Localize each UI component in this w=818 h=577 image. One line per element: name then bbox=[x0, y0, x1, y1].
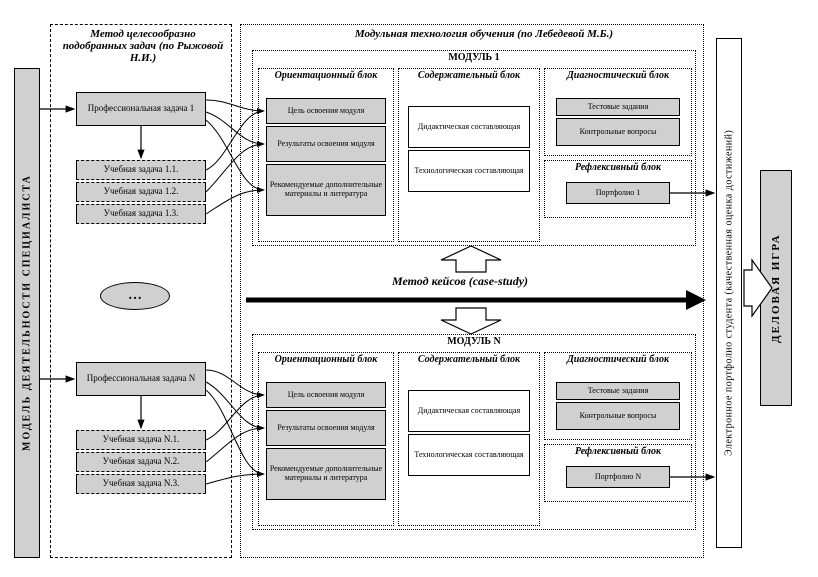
mn-orient-header: Ориентационный блок bbox=[258, 354, 394, 365]
eportfolio-bar: Электронное портфолио студента (качестве… bbox=[716, 38, 742, 548]
module-n-title: МОДУЛЬ N bbox=[252, 336, 696, 347]
mn-diag-item-1: Контрольные вопросы bbox=[556, 402, 680, 430]
m1-content-header: Содержательный блок bbox=[398, 70, 540, 81]
prof-task-1: Профессиональная задача 1 bbox=[76, 92, 206, 126]
mn-content-header: Содержательный блок bbox=[398, 354, 540, 365]
m1-content-item-0: Дидактическая составляющая bbox=[408, 106, 530, 148]
m1-content-item-1: Технологическая составляющая bbox=[408, 150, 530, 192]
edu-task-1-1: Учебная задача 1.1. bbox=[76, 160, 206, 180]
mn-diag-item-0: Тестовые задания bbox=[556, 382, 680, 400]
module-1-title: МОДУЛЬ 1 bbox=[252, 52, 696, 63]
mn-orient-item-1: Результаты освоения модуля bbox=[266, 410, 386, 446]
m1-diag-item-1: Контрольные вопросы bbox=[556, 118, 680, 146]
model-specialist-bar: МОДЕЛЬ ДЕЯТЕЛЬНОСТИ СПЕЦИАЛИСТА bbox=[14, 68, 40, 558]
m1-diag-item-0: Тестовые задания bbox=[556, 98, 680, 116]
case-method-label: Метод кейсов (case-study) bbox=[340, 274, 580, 289]
m1-diag-header: Диагностический блок bbox=[544, 70, 692, 81]
mn-reflex-header: Рефлексивный блок bbox=[544, 446, 692, 457]
m1-orient-item-1: Результаты освоения модуля bbox=[266, 126, 386, 162]
m1-reflex-item: Портфолио 1 bbox=[566, 182, 670, 204]
edu-task-n-2: Учебная задача N.2. bbox=[76, 452, 206, 472]
edu-task-n-1: Учебная задача N.1. bbox=[76, 430, 206, 450]
mn-content-item-1: Технологическая составляющая bbox=[408, 434, 530, 476]
mn-orient-item-2: Рекомендуемые дополнительные материалы и… bbox=[266, 448, 386, 500]
edu-task-1-3: Учебная задача 1.3. bbox=[76, 204, 206, 224]
mn-diag-header: Диагностический блок bbox=[544, 354, 692, 365]
ellipsis-node: … bbox=[100, 282, 170, 310]
modular-tech-title: Модульная технология обучения (по Лебеде… bbox=[278, 28, 690, 40]
prof-task-n: Профессиональная задача N bbox=[76, 362, 206, 396]
mn-orient-item-0: Цель освоения модуля bbox=[266, 382, 386, 408]
edu-task-n-3: Учебная задача N.3. bbox=[76, 474, 206, 494]
mn-reflex-item: Портфолио N bbox=[566, 466, 670, 488]
m1-reflex-header: Рефлексивный блок bbox=[544, 162, 692, 173]
edu-task-1-2: Учебная задача 1.2. bbox=[76, 182, 206, 202]
mn-content-item-0: Дидактическая составляющая bbox=[408, 390, 530, 432]
business-game-bar: ДЕЛОВАЯ ИГРА bbox=[760, 170, 792, 406]
m1-orient-item-2: Рекомендуемые дополнительные материалы и… bbox=[266, 164, 386, 216]
method-tasks-title: Метод целесообразно подобранных задач (п… bbox=[58, 28, 228, 64]
m1-orient-item-0: Цель освоения модуля bbox=[266, 98, 386, 124]
m1-orient-header: Ориентационный блок bbox=[258, 70, 394, 81]
